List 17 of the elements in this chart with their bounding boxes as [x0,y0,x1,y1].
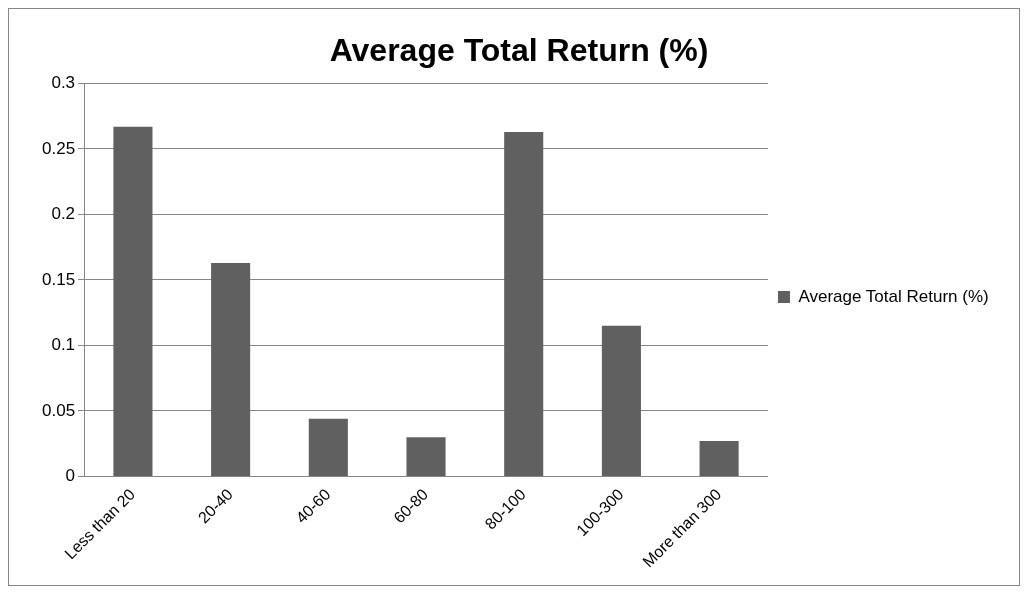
y-tick-label: 0.05 [41,400,76,420]
bar [406,437,446,476]
bar [601,325,641,476]
y-tick-label: 0.3 [51,73,76,93]
bar [211,262,251,476]
chart-title: Average Total Return (%) [329,32,709,69]
y-tick-label: 0.2 [51,204,76,224]
y-tick-label: 0.25 [41,138,76,158]
bar [699,441,739,476]
x-tick-label: Less than 20 [61,485,139,563]
bar [113,126,153,476]
bar [308,418,348,476]
y-tick-label: 0.15 [41,269,76,289]
bar [504,131,544,476]
legend-label: Average Total Return (%) [798,286,989,306]
y-tick-label: 0.1 [51,335,76,355]
y-tick-label: 0 [65,466,76,486]
